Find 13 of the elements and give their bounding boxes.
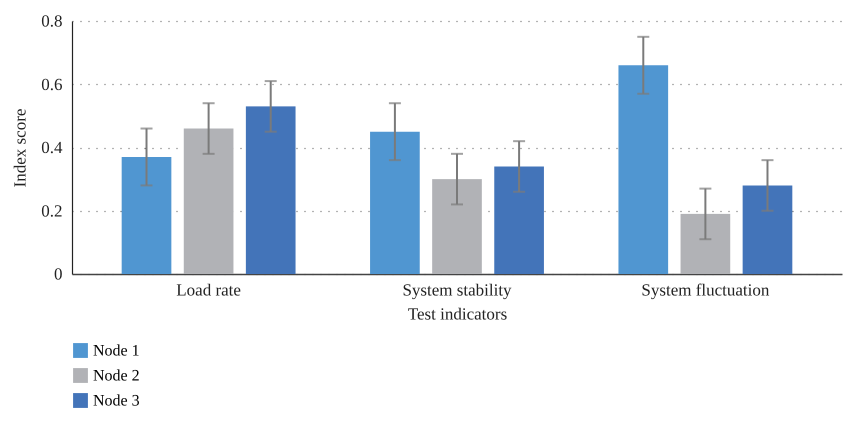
y-tick-label: 0.2: [41, 201, 62, 220]
x-tick-label: Load rate: [176, 280, 241, 300]
x-axis-title: Test indicators: [408, 304, 508, 324]
x-tick-label: System stability: [402, 280, 512, 300]
legend-label: Node 1: [93, 342, 140, 360]
x-tick-label: System fluctuation: [641, 280, 770, 300]
y-tick-label: 0: [54, 264, 62, 284]
y-tick-label: 0.6: [41, 74, 62, 94]
y-tick-label: 0.4: [41, 138, 63, 157]
legend-label: Node 2: [93, 368, 140, 384]
y-tick-label: 0.8: [41, 12, 62, 30]
y-axis-title: Index score: [10, 108, 30, 188]
legend-label: Node 3: [93, 392, 140, 410]
